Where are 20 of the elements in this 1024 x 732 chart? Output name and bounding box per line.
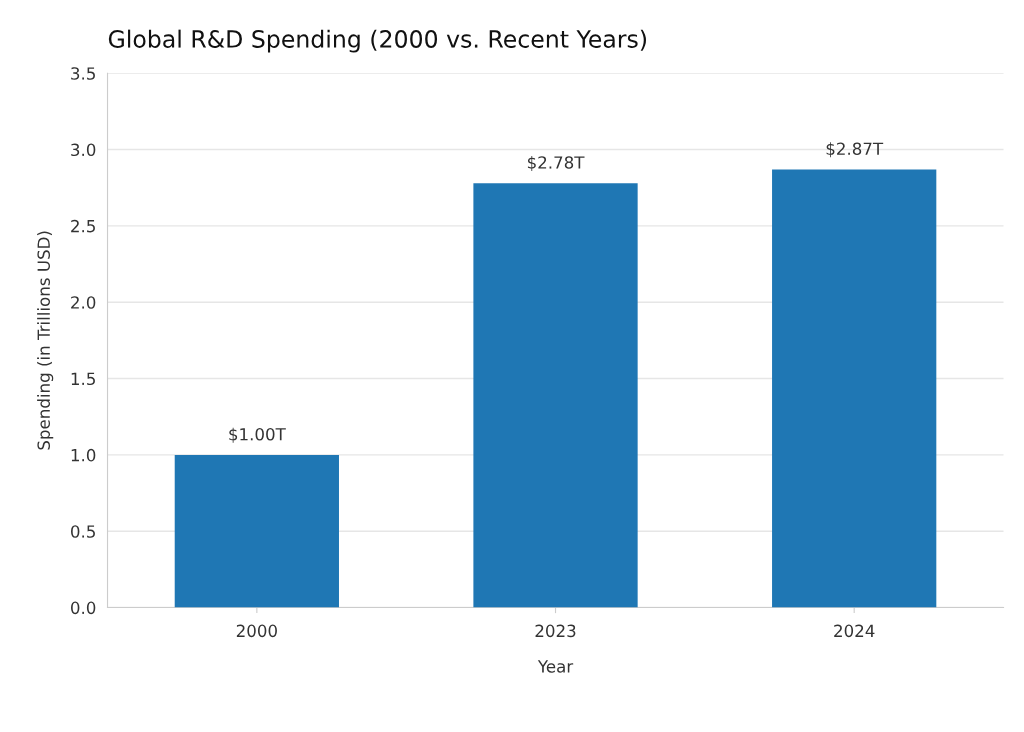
x-tick-label: 2024 [834, 624, 875, 638]
bar [772, 169, 937, 608]
y-axis-title: Spending (in Trillions USD) [37, 231, 54, 450]
y-tick-label: 1.0 [71, 448, 96, 462]
y-tick-label: 0.0 [71, 601, 96, 615]
bar [473, 183, 638, 608]
bar [174, 454, 339, 608]
y-tick-label: 3.5 [71, 67, 95, 80]
y-tick-label: 1.5 [71, 372, 95, 386]
y-tick-label: 3.0 [71, 143, 96, 157]
y-tick-label: 2.0 [71, 296, 96, 309]
chart-title: Global R&D Spending (2000 vs. Recent Years) [108, 29, 646, 53]
y-tick-label: 0.5 [71, 525, 95, 538]
data-label: $1.00T [229, 427, 286, 443]
y-tick-label: 2.5 [71, 219, 95, 233]
data-label: $2.78T [527, 155, 585, 171]
x-axis-title: Year [537, 660, 574, 673]
data-label: $2.87T [826, 142, 884, 158]
x-tick-label: 2000 [236, 624, 277, 638]
x-tick-label: 2023 [535, 624, 576, 638]
